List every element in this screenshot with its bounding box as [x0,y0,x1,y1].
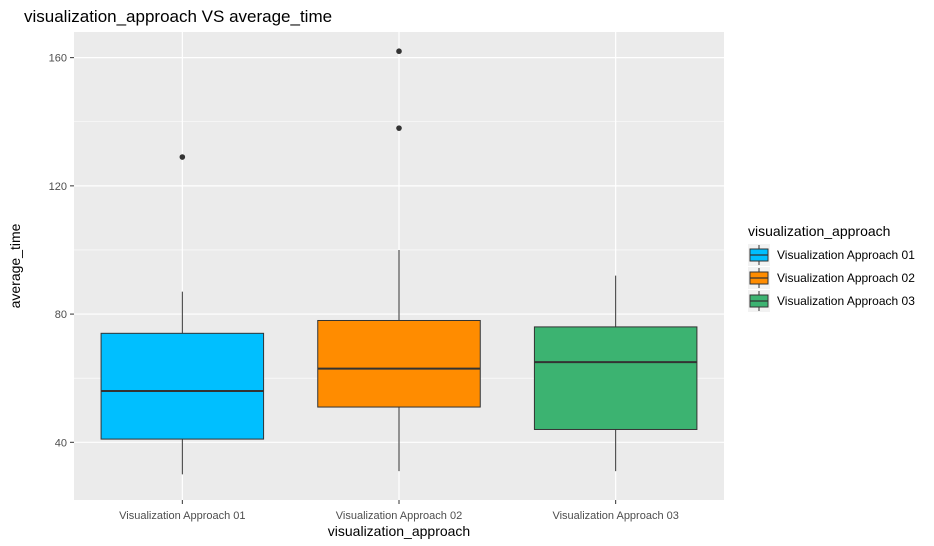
legend-key [748,290,770,312]
legend: visualization_approach Visualization App… [748,223,915,312]
x-axis: Visualization Approach 01 Visualization A… [119,500,679,522]
legend-label: Visualization Approach 02 [777,271,915,285]
y-tick-label: 80 [55,309,67,321]
outlier-point [396,125,402,131]
legend-key [748,267,770,289]
x-tick-label: Visualization Approach 03 [552,510,678,522]
legend-key [748,244,770,266]
legend-label: Visualization Approach 01 [777,248,915,262]
x-tick-label: Visualization Approach 01 [119,510,245,522]
box-group [317,48,481,472]
box-group [100,154,265,475]
x-axis-title: visualization_approach [328,523,470,539]
chart-title: visualization_approach VS average_time [24,7,332,26]
legend-title: visualization_approach [748,223,890,239]
box-iqr [533,326,698,430]
legend-label: Visualization Approach 03 [777,294,915,308]
y-tick-label: 160 [49,53,67,65]
y-axis: 40 80 120 160 [49,53,74,449]
y-tick-label: 40 [55,437,67,449]
x-tick-label: Visualization Approach 02 [336,510,462,522]
outlier-point [179,154,186,160]
box-group [533,275,698,472]
y-tick-label: 120 [49,181,67,193]
outlier-point [396,48,402,55]
box-iqr [317,319,481,408]
y-axis-title: average_time [7,223,23,308]
box-iqr [100,332,265,440]
boxes [100,48,698,475]
